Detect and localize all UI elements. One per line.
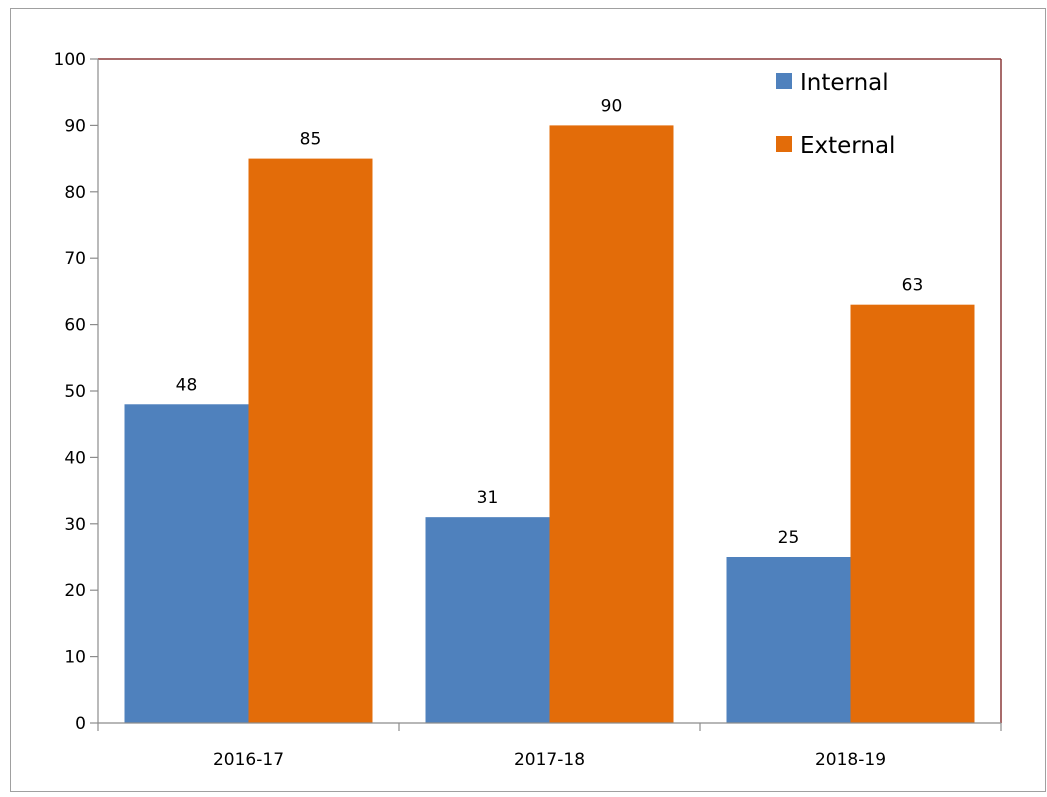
chart-frame: 48 85 31 90 25 63 0 10 20 30 40 50 60 70 80 90 100 2016… [10,8,1046,792]
data-label-external-2016-17: 85 [300,130,322,150]
y-tick-label-30: 30 [64,515,86,535]
data-label-internal-2016-17: 48 [176,375,198,395]
y-tick-label-90: 90 [64,116,86,136]
bar-internal-2018-19 [726,557,851,723]
x-tick-label-2016-17: 2016-17 [213,750,284,770]
y-tick-label-20: 20 [64,581,86,601]
y-tick-label-100: 100 [54,50,86,70]
bar-chart: 48 85 31 90 25 63 0 10 20 30 40 50 60 70 80 90 100 2016… [54,50,1002,770]
y-tick-label-40: 40 [64,448,86,468]
data-label-external-2017-18: 90 [601,96,623,116]
bars [124,125,975,724]
bar-internal-2017-18 [425,517,550,723]
legend-swatch-external [776,136,792,152]
y-tick-label-80: 80 [64,183,86,203]
legend-label-external: External [800,133,895,159]
bar-external-2016-17 [248,158,373,724]
y-tick-label-10: 10 [64,648,86,668]
legend-label-internal: Internal [800,70,889,96]
data-label-internal-2018-19: 25 [778,528,800,548]
legend: Internal External [776,70,895,159]
x-axis: 2016-17 2017-18 2018-19 [97,722,1002,770]
y-tick-label-50: 50 [64,382,86,402]
data-labels: 48 85 31 90 25 63 [176,96,924,548]
bar-external-2017-18 [549,125,674,723]
y-axis: 0 10 20 30 40 50 60 70 80 90 100 [54,50,99,734]
x-tick-label-2017-18: 2017-18 [514,750,585,770]
bar-external-2018-19 [850,304,975,723]
y-tick-label-70: 70 [64,249,86,269]
data-label-internal-2017-18: 31 [477,488,499,508]
data-label-external-2018-19: 63 [902,276,924,296]
plot-area [98,58,1002,723]
y-tick-label-60: 60 [64,316,86,336]
x-tick-label-2018-19: 2018-19 [815,750,886,770]
bar-internal-2016-17 [124,404,249,723]
y-tick-label-0: 0 [75,714,86,734]
legend-swatch-internal [776,73,792,89]
